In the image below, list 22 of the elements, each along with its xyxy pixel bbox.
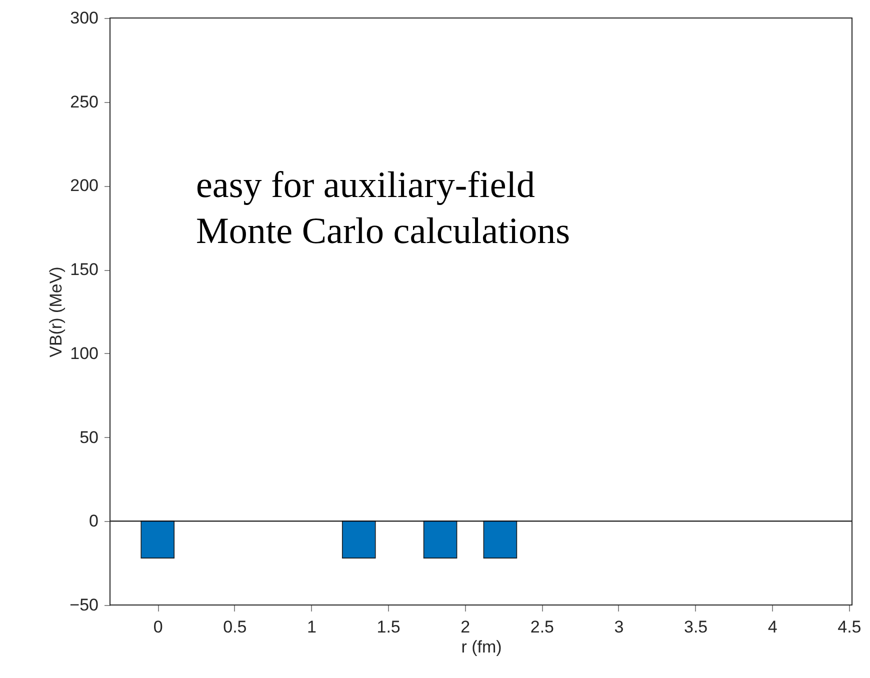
y-tick-label: −50 bbox=[70, 596, 98, 614]
x-tick-label: 3.5 bbox=[684, 618, 708, 636]
annotation: easy for auxiliary-field bbox=[196, 165, 536, 206]
x-tick-label: 1 bbox=[307, 618, 316, 636]
y-tick-label: 300 bbox=[70, 8, 98, 28]
y-tick-label: 150 bbox=[70, 260, 98, 280]
x-axis-title: r (fm) bbox=[461, 638, 502, 656]
x-tick-label: 4.5 bbox=[838, 618, 862, 636]
x-tick-label: 2.5 bbox=[530, 618, 554, 636]
y-tick-label: 100 bbox=[70, 344, 98, 363]
x-tick-label: 0 bbox=[153, 618, 163, 636]
x-tick-label: 1.5 bbox=[376, 618, 400, 636]
x-tick-label: 4 bbox=[768, 618, 778, 636]
x-tick-label: 2 bbox=[460, 618, 470, 636]
x-tick-label: 0.5 bbox=[223, 618, 247, 636]
y-tick-label: 0 bbox=[89, 512, 98, 531]
annotation: Monte Carlo calculations bbox=[196, 211, 570, 252]
y-tick-label: 250 bbox=[70, 92, 98, 112]
y-tick-label: 200 bbox=[70, 176, 98, 196]
y-axis-title: VB(r) (MeV) bbox=[46, 266, 66, 358]
x-tick-label: 3 bbox=[614, 618, 624, 636]
y-tick-label: 50 bbox=[80, 428, 98, 447]
